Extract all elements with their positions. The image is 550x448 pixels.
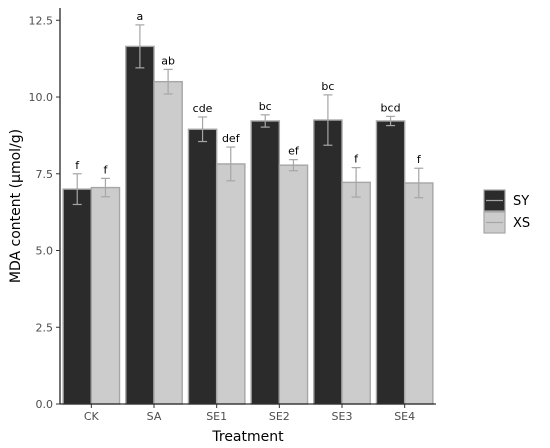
bar-xs-se3 — [341, 181, 371, 405]
bar-sy-sa — [125, 45, 155, 405]
x-tick-label-se2: SE2 — [269, 410, 290, 423]
bar-sy-ck — [62, 188, 93, 405]
significance-label-xs-ck: f — [103, 163, 108, 176]
x-tick-label-se3: SE3 — [332, 410, 353, 423]
significance-label-sy-se2: bc — [259, 100, 272, 113]
plot-area: f f a ab cde def bc ef bc f bcd f — [62, 10, 434, 405]
significance-label-xs-sa: ab — [161, 54, 175, 67]
error-bar-xs-sa — [163, 68, 173, 95]
y-tick-label: 7.5 — [36, 168, 54, 181]
error-bar-xs-se2 — [288, 159, 298, 172]
bar-sy-se4 — [375, 120, 406, 405]
significance-label-xs-se4: f — [417, 153, 422, 166]
error-bar-sy-se4 — [386, 115, 396, 127]
y-axis-title: MDA content (μmol/g) — [8, 129, 24, 283]
significance-label-sy-se3: bc — [321, 80, 334, 93]
y-axis-ticks: 0.0 2.5 5.0 7.5 10.0 12.5 — [29, 14, 60, 411]
x-axis-title: Treatment — [211, 429, 284, 445]
bar-xs-sa — [153, 80, 183, 405]
bar-xs-se4 — [403, 182, 434, 405]
y-tick-label: 2.5 — [36, 321, 54, 334]
legend-item-xs: XS — [483, 211, 530, 234]
error-bar-xs-se1 — [226, 146, 236, 182]
legend-item-sy: SY — [483, 189, 529, 212]
legend-label-xs: XS — [513, 216, 530, 231]
y-tick-label: 10.0 — [29, 91, 54, 104]
significance-label-xs-se2: ef — [288, 145, 300, 158]
error-bar-sy-sa — [135, 24, 145, 69]
bar-xs-ck — [90, 186, 121, 405]
legend: SY XS — [483, 189, 530, 234]
bar-sy-se1 — [187, 128, 218, 405]
error-bar-xs-ck — [100, 177, 110, 198]
y-tick-label: 5.0 — [36, 245, 54, 258]
significance-label-sy-se4: bcd — [381, 101, 401, 114]
y-tick-label: 12.5 — [29, 14, 54, 27]
error-bar-sy-se2 — [260, 114, 270, 128]
bar-sy-se2 — [250, 120, 281, 405]
x-tick-label-ck: CK — [84, 410, 100, 423]
error-bar-sy-ck — [72, 173, 82, 206]
bar-xs-se1 — [215, 163, 246, 405]
significance-label-sy-sa: a — [137, 10, 144, 23]
significance-label-sy-ck: f — [75, 159, 80, 172]
error-bar-xs-se4 — [414, 167, 424, 199]
legend-label-sy: SY — [513, 194, 529, 209]
error-bar-sy-se1 — [198, 116, 208, 143]
y-tick-label: 0.0 — [36, 398, 54, 411]
significance-label-xs-se1: def — [222, 132, 241, 145]
bar-xs-se2 — [278, 164, 309, 405]
significance-label-sy-se1: cde — [193, 102, 213, 115]
x-tick-label-sa: SA — [147, 410, 162, 423]
bar-sy-se3 — [313, 119, 343, 405]
error-bar-sy-se3 — [323, 94, 333, 146]
x-axis-ticks: CK SA SE1 SE2 SE3 SE4 — [84, 404, 415, 423]
x-tick-label-se1: SE1 — [206, 410, 227, 423]
significance-label-xs-se3: f — [354, 153, 359, 166]
error-bar-xs-se3 — [351, 167, 361, 198]
x-tick-label-se4: SE4 — [394, 410, 415, 423]
